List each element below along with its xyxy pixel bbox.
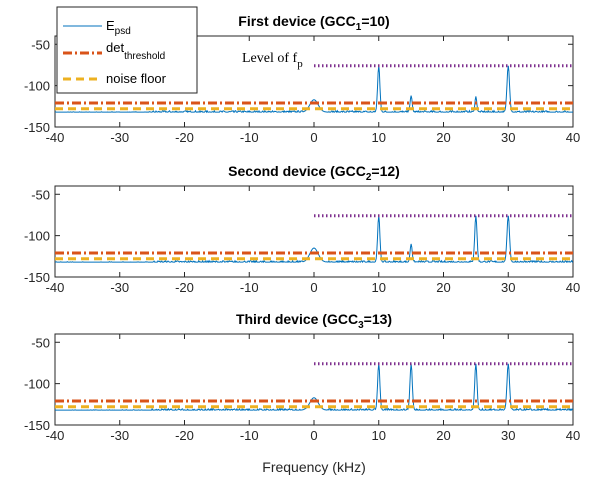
- legend-label-threshold: detthreshold: [106, 40, 165, 62]
- data-lines: [55, 362, 573, 412]
- x-tick-label: -30: [110, 130, 129, 145]
- plot-area: [54, 333, 574, 426]
- x-tick-label: 30: [501, 428, 515, 443]
- y-tick-label: -50: [31, 37, 50, 52]
- y-tick-label: -100: [24, 229, 50, 244]
- x-tick-label: -10: [240, 428, 259, 443]
- y-tick-label: -50: [31, 187, 50, 202]
- x-tick-label: -10: [240, 130, 259, 145]
- x-tick-label: -20: [175, 130, 194, 145]
- y-tick-label: -100: [24, 377, 50, 392]
- x-tick-label: 0: [310, 428, 317, 443]
- legend-label-epsd: Epsd: [106, 18, 131, 37]
- data-lines: [55, 64, 573, 114]
- fp-level-annotation: Level of fp: [242, 51, 303, 70]
- x-tick-label: 40: [566, 130, 580, 145]
- y-tick-label: -100: [24, 79, 50, 94]
- series-e-psd: [55, 363, 573, 412]
- legend-label-noise: noise floor: [106, 71, 167, 86]
- plot-area: [54, 185, 574, 278]
- x-tick-label: 20: [436, 428, 450, 443]
- x-tick-label: -10: [240, 280, 259, 295]
- x-tick-label: 20: [436, 280, 450, 295]
- y-tick-label: -150: [24, 120, 50, 135]
- x-tick-label: 0: [310, 130, 317, 145]
- x-tick-label: 10: [372, 130, 386, 145]
- y-tick-label: -150: [24, 418, 50, 433]
- series-e-psd: [55, 215, 573, 264]
- x-tick-label: 40: [566, 428, 580, 443]
- x-tick-label: -40: [46, 428, 65, 443]
- series-e-psd: [55, 65, 573, 114]
- x-tick-label: 0: [310, 280, 317, 295]
- subplot-title: Third device (GCC3=13): [236, 311, 392, 331]
- subplot-title: Second device (GCC2=12): [228, 163, 400, 183]
- y-tick-label: -150: [24, 270, 50, 285]
- x-tick-label: -20: [175, 428, 194, 443]
- x-axis-label: Frequency (kHz): [262, 459, 365, 475]
- legend: Epsd detthreshold noise floor: [56, 6, 198, 94]
- x-tick-label: 30: [501, 130, 515, 145]
- x-tick-label: 10: [372, 280, 386, 295]
- x-tick-label: -30: [110, 280, 129, 295]
- data-lines: [55, 214, 573, 264]
- x-tick-label: 30: [501, 280, 515, 295]
- x-tick-label: -40: [46, 280, 65, 295]
- subplot-title: First device (GCC1=10): [238, 13, 389, 33]
- x-tick-label: -40: [46, 130, 65, 145]
- x-tick-label: 40: [566, 280, 580, 295]
- x-tick-label: 10: [372, 428, 386, 443]
- x-tick-label: -20: [175, 280, 194, 295]
- x-tick-label: 20: [436, 130, 450, 145]
- y-tick-label: -50: [31, 335, 50, 350]
- x-tick-label: -30: [110, 428, 129, 443]
